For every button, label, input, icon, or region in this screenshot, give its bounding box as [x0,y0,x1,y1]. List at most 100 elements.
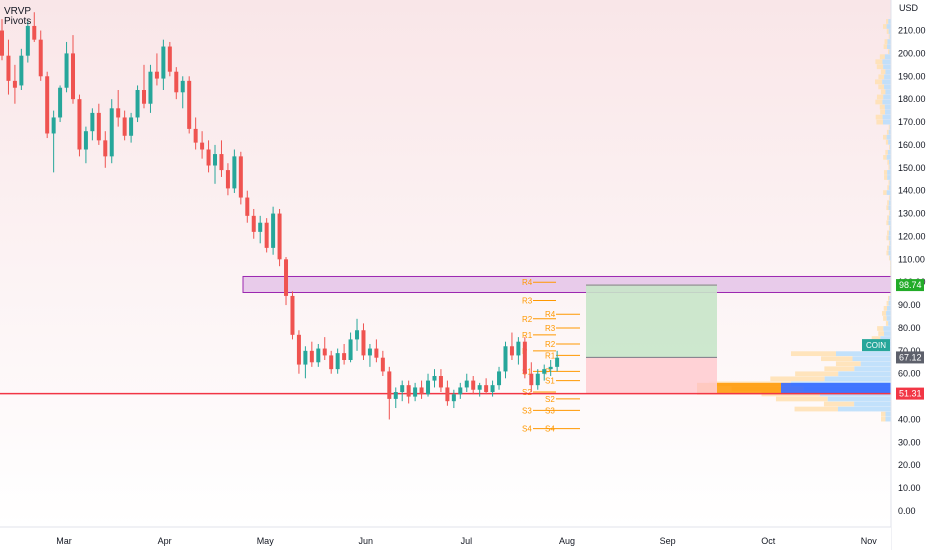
candle-body [187,80,192,129]
volume-poc-orange [697,382,781,395]
candle-body [225,170,230,189]
volume-profile-row [887,245,889,251]
price-tick-label: 60.00 [898,369,921,379]
pivot-label: S4 [522,425,532,434]
candle-body [142,90,147,104]
time-tick-label: Sep [660,536,676,546]
volume-profile-row [770,376,825,382]
volume-profile-row [876,119,883,125]
volume-profile-row [886,235,889,241]
candle-body [213,154,218,166]
volume-profile-row [887,230,889,236]
candle-body [271,213,276,248]
candle-body [96,112,101,141]
candle-body [58,87,63,118]
volume-profile-row [880,109,886,115]
candle-body [116,108,121,118]
candle-body [77,99,82,150]
volume-profile-row [888,220,891,226]
volume-profile-row [888,240,890,246]
candle-body [200,142,205,150]
volume-profile-row [884,54,891,60]
volume-profile-row [882,311,887,316]
candle-body [296,334,301,365]
candle-body [490,385,495,393]
candle-body [251,215,256,232]
volume-profile-row [883,24,887,29]
candle-body [19,55,24,86]
pivot-label: R1 [545,351,556,360]
volume-profile-row [886,129,889,135]
candle-body [497,371,502,386]
candle-body [374,348,379,358]
volume-profile-row [871,336,881,341]
candle-body [303,350,308,365]
candle-body [38,39,43,77]
price-axis-tag-label: 51.31 [899,389,922,399]
volume-profile-row [881,416,886,422]
volume-profile-row [886,311,891,316]
candle-body [529,373,534,386]
volume-profile-row [885,149,888,155]
candle-body [206,149,211,166]
price-tick-label: 120.00 [898,231,926,241]
price-tick-label: 20.00 [898,460,921,470]
indicator-label-pivots[interactable]: Pivots [4,16,32,27]
volume-profile-row [837,406,891,412]
volume-profile-row [852,356,891,362]
candle-body [348,339,353,360]
time-axis-background [0,527,891,550]
pivot-label: R3 [545,324,556,333]
price-tick-label: 70.00 [898,346,921,356]
candle-body [167,46,172,72]
pivot-label: S3 [522,406,532,415]
pivot-label: R3 [522,297,533,306]
price-tick-label: 30.00 [898,437,921,447]
volume-profile-row [883,134,887,140]
time-tick-label: Nov [861,536,878,546]
candle-body [258,222,263,232]
pivot-label: R2 [545,340,556,349]
volume-profile-row [888,245,891,251]
volume-profile-row [885,411,891,417]
indicator-label-vrvp[interactable]: VRVP [4,6,32,17]
volume-profile-row [886,24,891,29]
candle-body [438,376,443,388]
price-tick-label: 80.00 [898,323,921,333]
volume-profile-row [880,69,886,75]
candle-body [503,346,508,372]
price-tick-label: 130.00 [898,209,926,219]
price-axis-background [891,0,932,550]
time-tick-label: Mar [56,536,72,546]
position-profit-zone [586,285,717,358]
candle-body [71,53,76,100]
candle-body [451,394,456,402]
candle-body [109,108,114,157]
candle-body [122,117,127,136]
candle-body [129,117,134,136]
volume-poc-blue [781,382,891,395]
volume-profile-row [888,165,890,170]
volume-profile-row [884,74,891,80]
volume-profile-row [888,230,891,236]
time-tick-label: Jul [461,536,473,546]
volume-profile-row [824,366,855,372]
candle-body [335,353,340,370]
volume-profile-row [886,220,889,226]
volume-profile-row [885,69,891,75]
candle-body [154,71,159,79]
volume-profile-row [888,195,890,200]
volume-profile-row [889,34,891,39]
volume-profile-row [875,59,883,65]
candle-body [284,259,289,296]
pivot-label: S1 [545,377,555,386]
volume-profile-row [827,396,891,402]
candle-body [0,30,4,56]
volume-profile-row [875,79,883,85]
volume-profile-row [888,225,890,231]
volume-profile-row [886,316,891,321]
pivot-label: R4 [545,310,556,319]
candle-body [277,213,282,260]
